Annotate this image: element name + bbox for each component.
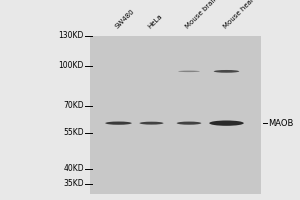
- Text: 100KD: 100KD: [58, 61, 84, 70]
- Text: 40KD: 40KD: [63, 164, 84, 173]
- Text: 35KD: 35KD: [63, 179, 84, 188]
- Text: 130KD: 130KD: [58, 31, 84, 40]
- Text: Mouse brain: Mouse brain: [185, 0, 219, 30]
- Ellipse shape: [105, 122, 132, 125]
- Ellipse shape: [140, 122, 164, 125]
- Ellipse shape: [209, 120, 244, 126]
- Bar: [90, 36, 261, 194]
- Ellipse shape: [177, 122, 201, 125]
- Text: SW480: SW480: [114, 8, 136, 30]
- Ellipse shape: [214, 70, 239, 73]
- Text: 70KD: 70KD: [63, 101, 84, 110]
- Text: Mouse heart: Mouse heart: [222, 0, 257, 30]
- Text: MAOB: MAOB: [268, 119, 294, 128]
- Text: HeLa: HeLa: [147, 13, 164, 30]
- Text: 55KD: 55KD: [63, 128, 84, 137]
- Ellipse shape: [178, 71, 200, 72]
